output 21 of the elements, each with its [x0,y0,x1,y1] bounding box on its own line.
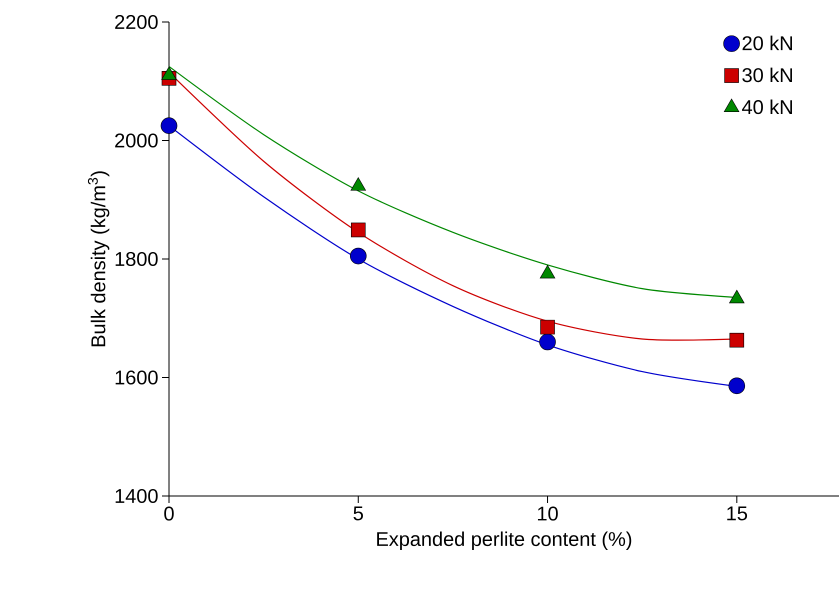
x-tick-label: 0 [164,506,174,521]
legend-label: 40 kN [742,100,792,114]
legend-label: 30 kN [742,68,792,82]
point [160,117,178,134]
y-tick-label: 2000 [115,133,158,148]
x-tick-label: 15 [727,506,748,520]
point [728,377,746,394]
point [350,222,366,238]
y-tick-label: 1400 [116,488,158,504]
point [539,334,556,350]
point [350,248,367,264]
y-tick-label: 1600 [116,370,158,385]
x-tick-label: 5 [354,506,363,520]
x-axis-title: Expanded perlite content (%) [377,531,632,550]
legend-label: 20 kN [742,36,792,50]
y-axis-title: Bulk density (kg/m$^{3}$) [88,171,110,346]
point [730,332,744,348]
point [540,320,555,334]
y-tick-label: 2200 [115,14,158,30]
y-tick-label: 1800 [116,252,158,266]
x-tick-label: 10 [538,506,558,521]
